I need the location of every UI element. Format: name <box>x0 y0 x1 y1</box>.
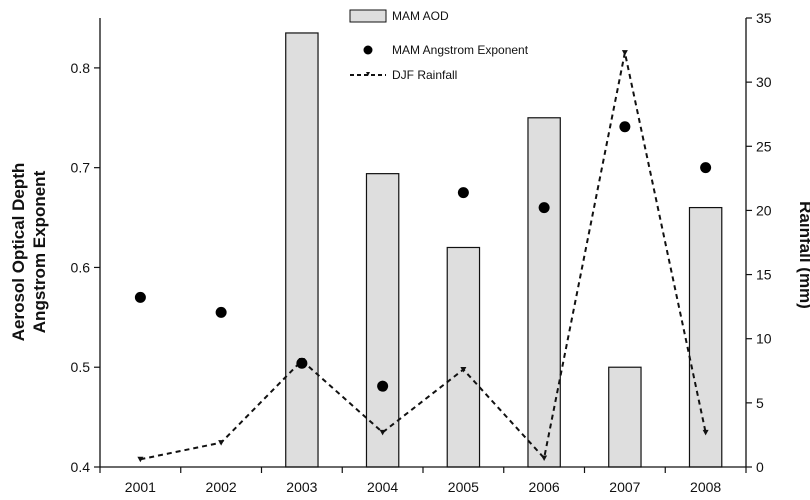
aod-bar-2007 <box>608 366 642 468</box>
x-tick-label: 2007 <box>609 479 640 495</box>
right-axis-title: Rainfall (mm) <box>796 201 810 309</box>
angstrom-point-2005 <box>457 187 469 199</box>
rainfall-marker-2007 <box>621 50 628 56</box>
left-tick-label: 0.6 <box>71 259 91 275</box>
angstrom-points-layer <box>134 121 712 392</box>
x-tick-label: 2003 <box>286 479 317 495</box>
x-axis-ticks: 2001 2002 2003 2004 2005 2006 2007 2008 <box>99 467 747 495</box>
rainfall-marker-2002 <box>218 440 225 446</box>
legend-label-aod: MAM AOD <box>392 9 449 23</box>
x-tick-label: 2006 <box>529 479 560 495</box>
right-tick-label: 15 <box>756 267 772 283</box>
left-tick-label: 0.4 <box>71 459 91 475</box>
rainfall-marker-2005 <box>460 367 467 373</box>
bars-layer <box>285 32 723 468</box>
x-tick-label: 2001 <box>125 479 156 495</box>
x-tick-label: 2002 <box>206 479 237 495</box>
angstrom-point-2004 <box>377 380 389 392</box>
left-tick-label: 0.7 <box>71 160 91 176</box>
plot-frame <box>99 18 747 468</box>
rainfall-marker-2004 <box>379 429 386 436</box>
aod-bar-2008 <box>688 206 723 468</box>
aod-bar-2004 <box>365 173 400 468</box>
right-tick-label: 35 <box>756 10 772 26</box>
legend-point-swatch <box>363 45 373 55</box>
right-axis-ticks: 0 5 10 15 20 25 30 35 <box>746 10 772 475</box>
right-tick-label: 5 <box>756 395 764 411</box>
right-tick-label: 0 <box>756 459 764 475</box>
left-tick-label: 0.5 <box>71 359 91 375</box>
angstrom-point-2003 <box>296 357 308 369</box>
rainfall-line <box>140 52 707 461</box>
right-tick-label: 10 <box>756 331 772 347</box>
angstrom-point-2001 <box>134 291 146 303</box>
aod-bar-2003 <box>285 32 319 468</box>
left-axis-title-line1: Aerosol Optical Depth <box>9 163 28 342</box>
rainfall-marker-2008 <box>702 429 709 436</box>
legend-label-rainfall: DJF Rainfall <box>392 68 457 82</box>
legend-line-marker <box>366 72 370 76</box>
left-axis-title-line2: Angstrom Exponent <box>30 170 49 333</box>
right-tick-label: 30 <box>756 74 772 90</box>
legend: MAM AOD MAM Angstrom Exponent DJF Rainfa… <box>349 9 529 82</box>
rainfall-marker-2001 <box>137 456 144 463</box>
x-tick-label: 2005 <box>448 479 479 495</box>
angstrom-point-2007 <box>619 121 631 133</box>
legend-bar-swatch <box>349 9 387 23</box>
left-tick-label: 0.8 <box>71 60 91 76</box>
angstrom-point-2006 <box>538 202 550 214</box>
aod-bar-2006 <box>527 117 561 468</box>
angstrom-point-2002 <box>215 306 227 318</box>
right-tick-label: 20 <box>756 202 772 218</box>
right-tick-label: 25 <box>756 138 772 154</box>
aod-bar-2005 <box>446 246 481 468</box>
left-axis-ticks: 0.4 0.5 0.6 0.7 0.8 <box>71 60 100 475</box>
x-tick-label: 2004 <box>367 479 398 495</box>
rainfall-marker-2006 <box>541 455 548 462</box>
legend-label-angstrom: MAM Angstrom Exponent <box>392 43 529 57</box>
x-tick-label: 2008 <box>690 479 721 495</box>
angstrom-point-2008 <box>700 162 712 174</box>
